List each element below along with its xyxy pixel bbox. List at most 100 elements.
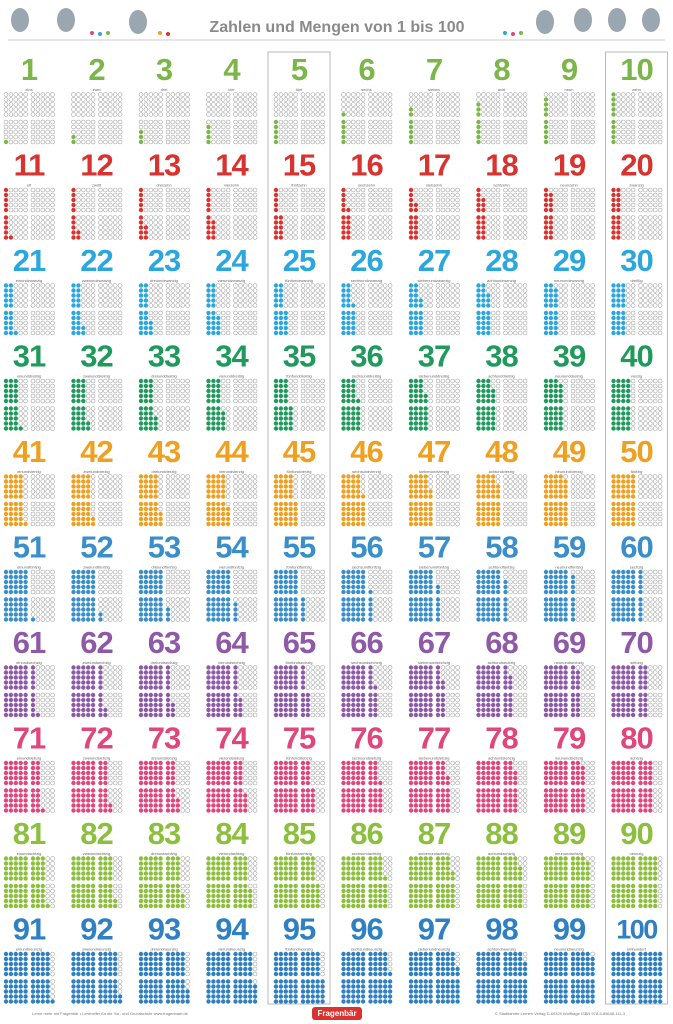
dot-empty [143,202,149,208]
dot-filled [543,192,549,198]
dot-filled [346,215,351,220]
dot-filled [356,506,361,512]
dot-empty [450,107,455,112]
dot-filled [138,315,144,321]
dot-empty [138,107,144,112]
dot-filled [543,112,549,117]
dot-empty [418,92,424,97]
dot-filled [283,516,288,522]
dot-empty [570,378,576,384]
dot-filled [86,489,91,494]
dot-empty [180,293,185,298]
dot-empty [652,398,658,404]
dot-empty [495,197,501,203]
dot-filled [611,97,616,102]
dot-empty [225,92,231,97]
dot-filled [351,320,356,326]
dot-filled [288,516,293,522]
dot-empty [513,139,518,145]
dot-filled [341,416,346,421]
dot-empty [590,197,595,203]
dot-empty [590,398,595,404]
number-word: fünf [296,87,304,92]
dot-empty [503,235,508,240]
dot-empty [508,119,513,125]
dot-empty [563,92,568,97]
dot-empty [247,139,253,145]
dot-filled [216,378,221,384]
dot-empty [455,202,460,208]
dot-empty [13,215,19,220]
dot-empty [293,330,298,336]
dot-empty [225,97,231,102]
dot-empty [247,129,253,135]
dot-empty [247,298,253,303]
dot-empty [300,489,306,494]
dot-empty [45,411,50,416]
dot-empty [575,315,581,321]
dot-filled [143,406,149,411]
dot-filled [621,426,626,431]
dot-empty [18,92,23,97]
dot-empty [165,119,171,125]
dot-empty [252,325,258,331]
dot-empty [580,283,586,288]
dot-empty [310,474,316,479]
dot-empty [23,330,28,336]
dot-empty [455,207,460,213]
dot-empty [355,197,361,203]
dot-empty [233,225,238,230]
dot-empty [85,398,91,404]
dot-empty [225,383,231,389]
number: 15 [283,148,316,183]
dot-empty [630,378,636,384]
dot-empty [435,393,441,399]
dot-empty [148,225,154,230]
dot-empty [382,197,388,203]
dot-empty [580,197,586,203]
dot-empty [23,220,28,225]
dot-empty [225,215,231,220]
dot-empty [346,102,351,107]
dot-filled [611,107,616,112]
dot-empty [293,288,298,293]
dot-empty [243,112,248,117]
dot-filled [216,388,221,394]
dot-filled [81,511,86,517]
dot-empty [513,378,518,384]
dot-filled [356,406,361,411]
dot-empty [548,92,554,97]
dot-empty [382,474,388,479]
dot-empty [445,426,451,431]
dot-empty [30,501,36,507]
dot-filled [3,411,9,416]
dot-filled [486,325,491,331]
dot-empty [305,107,311,112]
dot-empty [247,416,253,421]
dot-empty [305,112,311,117]
dot-empty [320,298,325,303]
dot-filled [486,320,491,326]
dot-filled [81,378,86,384]
dot-empty [278,119,284,125]
dot-filled [206,479,211,484]
dot-empty [300,303,306,308]
dot-filled [273,124,279,130]
dot-empty [517,398,523,404]
dot-empty [423,139,428,145]
dot-empty [211,124,216,130]
dot-filled [76,288,81,293]
dot-empty [657,288,663,293]
dot-empty [590,134,595,140]
dot-empty [216,97,221,102]
dot-empty [638,225,643,230]
dot-empty [638,426,643,431]
dot-empty [117,320,123,326]
dot-empty [233,421,238,426]
dot-empty [455,230,460,235]
dot-empty [563,97,568,102]
dot-empty [233,489,238,494]
dot-empty [153,383,158,389]
